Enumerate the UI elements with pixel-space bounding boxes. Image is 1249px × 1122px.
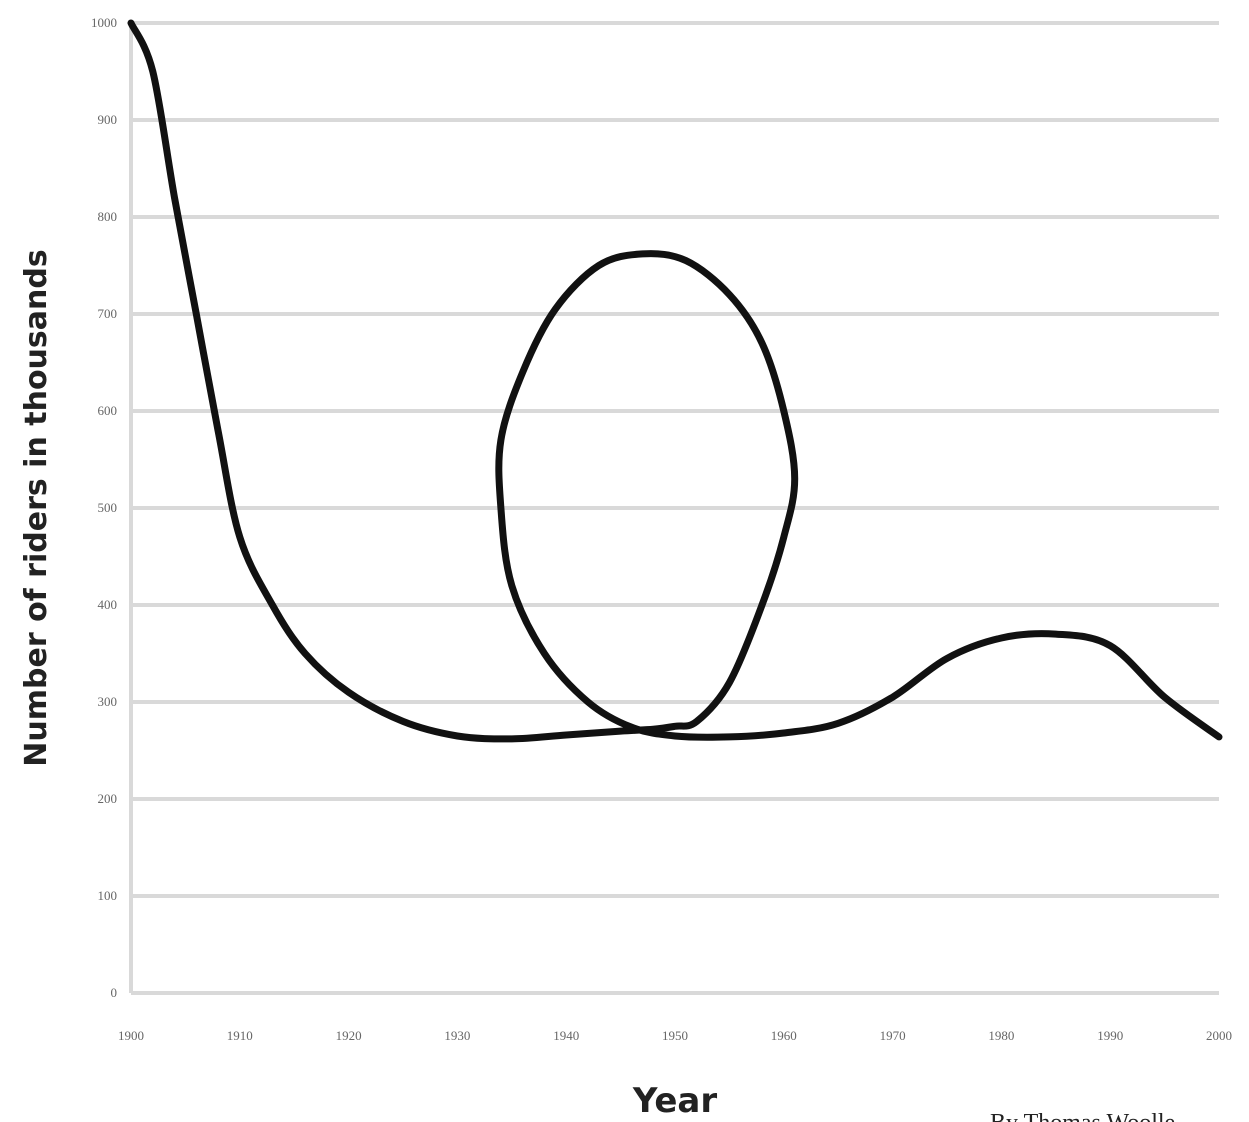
y-tick-label: 300: [98, 694, 118, 709]
x-tick-label: 1950: [662, 1028, 688, 1043]
y-tick-label: 1000: [91, 15, 117, 30]
y-tick-label: 700: [98, 306, 118, 321]
y-tick-label: 600: [98, 403, 118, 418]
y-tick-label: 0: [111, 985, 118, 1000]
y-axis-title: Number of riders in thousands: [19, 249, 54, 766]
series-group: [127, 19, 1223, 743]
gridlines: [131, 21, 1219, 898]
x-tick-label: 2000: [1206, 1028, 1232, 1043]
x-tick-label: 1990: [1097, 1028, 1123, 1043]
y-tick-label: 900: [98, 112, 118, 127]
x-axis-title: Year: [632, 1081, 718, 1121]
x-tick-label: 1930: [444, 1028, 470, 1043]
y-tick-label: 500: [98, 500, 118, 515]
x-tick-label: 1940: [553, 1028, 579, 1043]
y-tick-labels: 0 100 200 300 400 500 600 700 800 900 1000: [91, 15, 117, 1000]
y-tick-label: 100: [98, 888, 118, 903]
x-tick-label: 1900: [118, 1028, 144, 1043]
x-tick-label: 1970: [880, 1028, 906, 1043]
credit-text: By Thomas Woolle: [990, 1110, 1175, 1122]
y-tick-label: 400: [98, 597, 118, 612]
x-tick-label: 1920: [336, 1028, 362, 1043]
x-tick-label: 1960: [771, 1028, 797, 1043]
x-tick-label: 1980: [988, 1028, 1014, 1043]
x-tick-labels: 1900 1910 1920 1930 1940 1950 1960 1970 1980 1990…: [118, 1028, 1232, 1043]
x-tick-label: 1910: [227, 1028, 253, 1043]
y-tick-label: 800: [98, 209, 118, 224]
y-tick-label: 200: [98, 791, 118, 806]
series-line: [127, 19, 1223, 743]
